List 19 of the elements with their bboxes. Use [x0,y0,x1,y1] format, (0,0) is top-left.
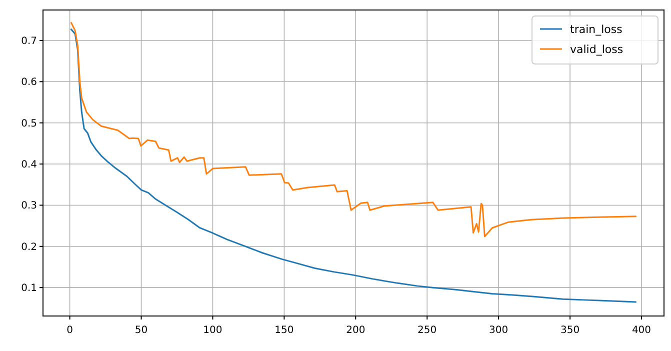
x-tick-label: 150 [274,325,294,336]
x-tick-label: 350 [560,325,580,336]
x-tick-label: 100 [203,325,222,336]
y-tick-label: 0.3 [21,200,37,212]
legend-label: train_loss [570,22,623,36]
y-tick-label: 0.2 [21,242,37,253]
y-tick-label: 0.6 [21,77,37,88]
x-tick-label: 200 [346,325,366,336]
line-series [70,22,637,238]
legend-label: valid_loss [570,42,624,56]
x-tick-label: 300 [489,325,508,336]
y-tick-label: 0.7 [21,36,37,47]
y-tick-label: 0.1 [21,283,37,294]
y-tick-label: 0.4 [21,160,37,171]
x-tick-label: 50 [134,325,148,336]
x-tick-label: 400 [632,325,652,336]
x-tick-label: 0 [66,325,73,336]
x-tick-label: 250 [418,325,437,336]
y-tick-label: 0.5 [21,118,37,130]
